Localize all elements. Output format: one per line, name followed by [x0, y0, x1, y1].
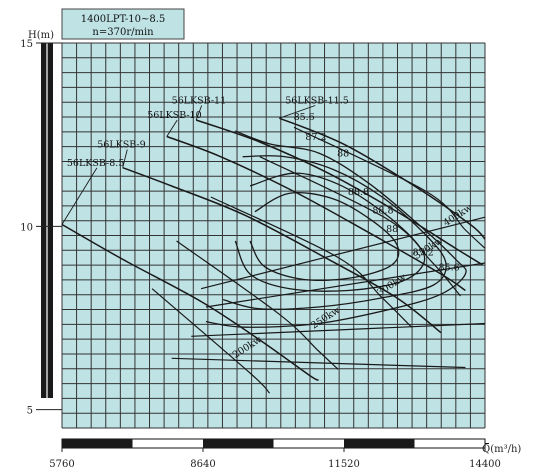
head-curve-label: 56LKSB-10	[147, 110, 201, 121]
power-curve	[176, 240, 339, 370]
x-tick-label: 5760	[49, 459, 74, 470]
y-tick-label: 10	[20, 222, 33, 233]
chart-subtitle: n=370r/min	[92, 27, 154, 38]
x-tick-label: 11520	[328, 459, 360, 470]
y-tick-label: 5	[27, 406, 33, 417]
curves-layer	[61, 105, 486, 394]
power-curve	[151, 288, 271, 394]
head-curve-leader	[195, 105, 203, 121]
y-tick-label: 15	[20, 39, 33, 50]
x-tick-label: 8640	[190, 459, 215, 470]
efficiency-label: 88	[386, 224, 398, 235]
head-curve	[195, 119, 483, 266]
chart-title: 1400LPT-10~8.5	[81, 14, 166, 25]
efficiency-label: 87.2	[413, 248, 434, 259]
head-curve	[279, 117, 486, 240]
power-curve	[293, 126, 486, 249]
efficiency-curve	[205, 130, 467, 328]
head-curve-leader	[166, 119, 178, 137]
power-curve	[210, 196, 412, 328]
system-curve	[205, 262, 486, 308]
efficiency-label: 85.6	[294, 112, 315, 123]
efficiency-label: 88.8	[348, 187, 369, 198]
head-curve	[61, 223, 319, 382]
system-curve	[171, 357, 466, 369]
head-curve-label: 56LKSB-9	[97, 140, 145, 151]
x-axis-bar-segment	[62, 439, 133, 448]
efficiency-label: 87.2	[305, 132, 326, 143]
system-curve	[200, 216, 486, 290]
system-curve	[191, 322, 486, 337]
head-curve-label: 56LKSB-11.5	[285, 96, 349, 107]
efficiency-curve	[249, 191, 400, 282]
x-axis-bar-segment	[344, 439, 415, 448]
head-curve	[166, 135, 466, 292]
head-curve	[122, 166, 442, 334]
axis-layer: 5 10 15 5760 8640 11520 14400	[20, 39, 501, 470]
power-curve	[259, 156, 461, 297]
head-curve-label: 56LKSB-8.5	[67, 158, 124, 169]
head-curve-leader	[122, 149, 128, 168]
efficiency-label: 85.6	[438, 262, 459, 273]
x-axis-bar-segment	[203, 439, 274, 448]
efficiency-curve	[222, 155, 447, 310]
efficiency-curve	[234, 172, 426, 292]
efficiency-label: 88	[337, 149, 349, 160]
head-curve-leader	[61, 167, 98, 225]
y-axis-title: H(m)	[28, 30, 54, 41]
efficiency-label: 88.8	[372, 206, 393, 217]
x-axis-title: Q(m³/h)	[482, 444, 521, 455]
title-box	[61, 8, 185, 40]
head-curve-leader	[279, 105, 316, 119]
x-tick-label: 14400	[469, 459, 501, 470]
head-curve-label: 56LKSB-11	[172, 96, 226, 107]
